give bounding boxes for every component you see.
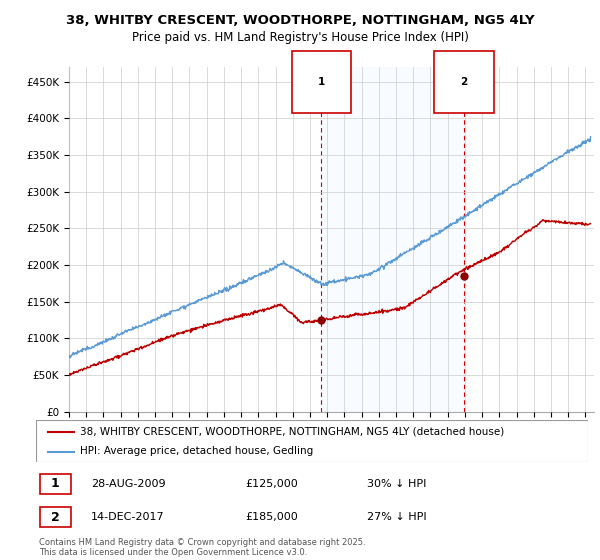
Text: 1: 1	[51, 477, 59, 490]
Text: 38, WHITBY CRESCENT, WOODTHORPE, NOTTINGHAM, NG5 4LY (detached house): 38, WHITBY CRESCENT, WOODTHORPE, NOTTING…	[80, 427, 505, 437]
Text: £185,000: £185,000	[246, 512, 299, 522]
Text: 28-AUG-2009: 28-AUG-2009	[91, 479, 166, 489]
FancyBboxPatch shape	[36, 420, 588, 462]
Text: HPI: Average price, detached house, Gedling: HPI: Average price, detached house, Gedl…	[80, 446, 313, 456]
Text: 1: 1	[317, 77, 325, 87]
Text: Contains HM Land Registry data © Crown copyright and database right 2025.
This d: Contains HM Land Registry data © Crown c…	[39, 538, 365, 557]
FancyBboxPatch shape	[40, 474, 71, 494]
Text: 14-DEC-2017: 14-DEC-2017	[91, 512, 165, 522]
Text: 27% ↓ HPI: 27% ↓ HPI	[367, 512, 427, 522]
Text: £125,000: £125,000	[246, 479, 299, 489]
FancyBboxPatch shape	[40, 507, 71, 528]
Bar	[321, 67, 464, 412]
Text: Price paid vs. HM Land Registry's House Price Index (HPI): Price paid vs. HM Land Registry's House …	[131, 31, 469, 44]
Text: 2: 2	[51, 511, 59, 524]
Text: 30% ↓ HPI: 30% ↓ HPI	[367, 479, 427, 489]
Text: 38, WHITBY CRESCENT, WOODTHORPE, NOTTINGHAM, NG5 4LY: 38, WHITBY CRESCENT, WOODTHORPE, NOTTING…	[65, 14, 535, 27]
Text: 2: 2	[460, 77, 467, 87]
